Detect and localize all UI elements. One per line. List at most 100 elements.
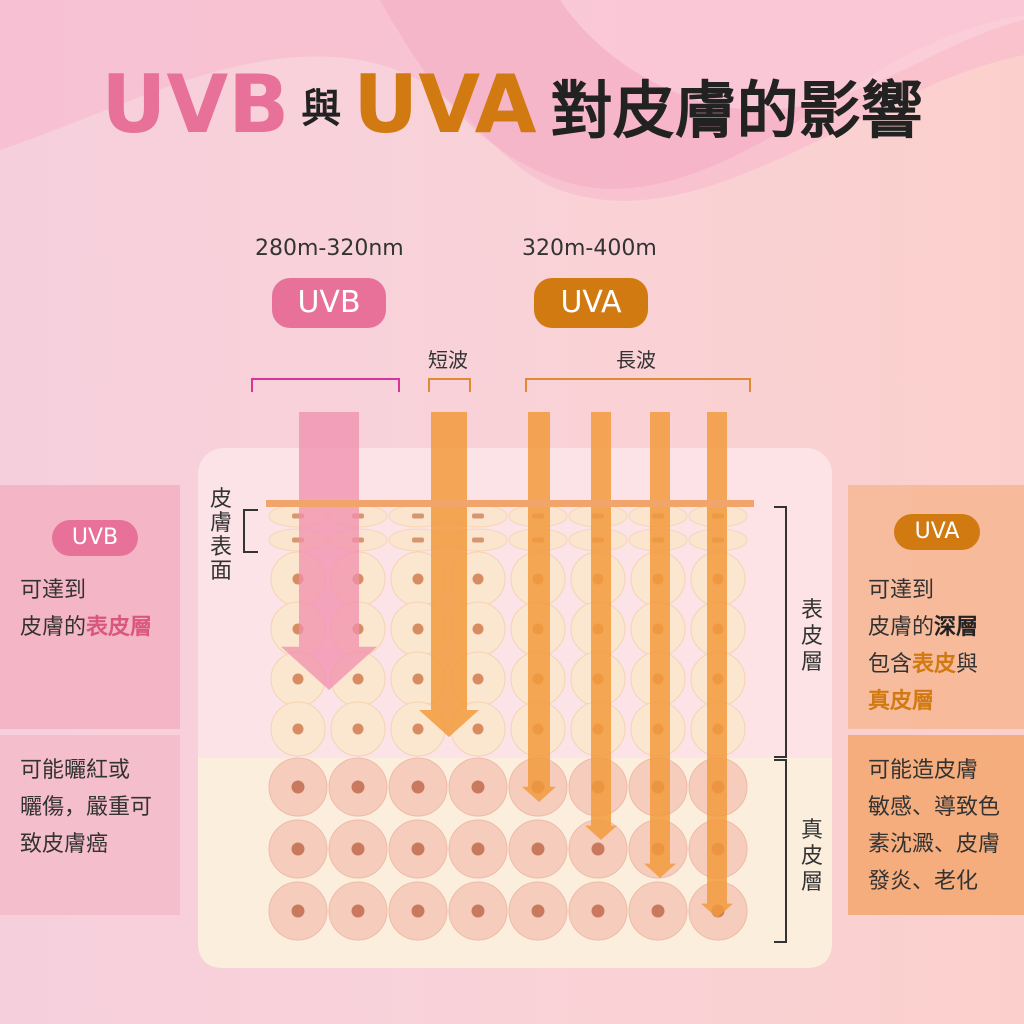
uvb-bracket: [251, 378, 400, 392]
dermis-cell-nucleus: [591, 842, 605, 856]
uva-long-bracket: [525, 378, 751, 392]
epidermis-cell-nucleus: [472, 573, 484, 585]
dermis-cell-nucleus: [411, 780, 425, 794]
long-wave-label: 長波: [616, 348, 656, 372]
uva-long-arrow: [644, 412, 676, 878]
epidermis-bracket: [774, 506, 787, 758]
right-effect-line: 發炎、老化: [868, 869, 979, 894]
skin-surface-label: 皮 膚 表 面: [209, 488, 233, 584]
right-effect-line: 可能造皮膚: [868, 758, 979, 783]
char: 皮: [800, 844, 823, 869]
dermis-cell-nucleus: [411, 904, 425, 918]
uvb-pill: UVB: [272, 278, 386, 328]
dermis-bracket: [774, 759, 787, 943]
char: 真: [800, 818, 823, 843]
right-uva-pill: UVA: [894, 514, 980, 550]
char: 表: [800, 598, 823, 623]
epidermis-cell-nucleus: [472, 723, 484, 735]
flat-cell-nucleus: [412, 513, 424, 519]
title-uva: UVA: [353, 58, 537, 151]
dermis-cell-nucleus: [291, 842, 305, 856]
title-text: 對皮膚的影響: [550, 73, 923, 147]
uva-long-arrow: [585, 412, 617, 840]
uva-short-arrow: [419, 412, 479, 737]
epidermis-cell-nucleus: [412, 623, 424, 635]
dermis-cell-nucleus: [351, 904, 365, 918]
left-uvb-pill: UVB: [52, 520, 138, 556]
right-reach-dermis: 真皮層: [868, 689, 935, 714]
left-effect-text: 可能曬紅或 曬傷，嚴重可 致皮膚癌: [20, 752, 152, 863]
epidermis-label: 表 皮 層: [800, 598, 824, 676]
left-reach-line-1: 可達到: [20, 578, 87, 603]
dermis-cell-nucleus: [591, 904, 605, 918]
uvb-range: 280m-320nm: [255, 236, 404, 261]
dermis-cell-nucleus: [471, 780, 485, 794]
uva-effect-panel: [848, 735, 1024, 915]
uva-pill: UVA: [534, 278, 648, 328]
surface-bracket: [243, 509, 258, 553]
flat-cell-nucleus: [472, 513, 484, 519]
right-reach-prefix: 皮膚的: [868, 615, 935, 640]
right-reach-epidermis: 表皮: [912, 652, 957, 677]
dermis-cell-nucleus: [291, 904, 305, 918]
skin-surface-line: [266, 500, 754, 507]
uvb-effect-panel: [0, 735, 180, 915]
uvb-arrow: [281, 412, 377, 690]
title-connector: 與: [301, 85, 342, 132]
left-effect-line: 致皮膚癌: [20, 832, 109, 857]
flat-cell-nucleus: [472, 537, 484, 543]
epidermis-cell-nucleus: [352, 723, 364, 735]
dermis-cell-nucleus: [471, 842, 485, 856]
uva-range: 320m-400m: [522, 236, 657, 261]
uva-short-bracket: [428, 378, 471, 392]
dermis-cell-nucleus: [291, 780, 305, 794]
right-reach-include: 包含: [868, 652, 913, 677]
epidermis-cell-nucleus: [412, 673, 424, 685]
left-reach-line-2: 皮膚的表皮層: [20, 609, 152, 646]
right-effect-line: 敏感、導致色: [868, 795, 1001, 820]
char: 面: [209, 559, 232, 584]
char: 膚: [209, 511, 232, 536]
right-reach-line-3: 包含表皮與: [868, 646, 978, 683]
epidermis-cell-nucleus: [292, 673, 304, 685]
epidermis-cell-nucleus: [412, 573, 424, 585]
right-reach-line-2: 皮膚的深層: [868, 609, 978, 646]
left-effect-line: 曬傷，嚴重可: [20, 795, 153, 820]
uva-long-arrow: [701, 412, 733, 918]
dermis-cell-nucleus: [531, 904, 545, 918]
left-effect-line: 可能曬紅或: [20, 758, 131, 783]
epidermis-cell-nucleus: [352, 673, 364, 685]
epidermis-cell-nucleus: [412, 723, 424, 735]
uv-arrows: [281, 412, 733, 918]
char: 皮: [800, 624, 823, 649]
epidermis-cell-nucleus: [472, 673, 484, 685]
background-wave: [0, 0, 1024, 201]
right-reach-text: 可達到 皮膚的深層 包含表皮與 真皮層: [868, 572, 978, 720]
dermis-cell-nucleus: [531, 842, 545, 856]
right-reach-line-1: 可達到: [868, 578, 935, 603]
right-reach-deep: 深層: [934, 615, 979, 640]
char: 層: [800, 870, 823, 895]
epidermis-cell-nucleus: [472, 623, 484, 635]
left-reach-highlight: 表皮層: [86, 615, 153, 640]
left-reach-prefix: 皮膚的: [20, 615, 87, 640]
title-uvb: UVB: [101, 58, 290, 151]
left-reach-text: 可達到 皮膚的表皮層: [20, 572, 152, 646]
dermis-cell-nucleus: [351, 780, 365, 794]
char: 皮: [209, 487, 232, 512]
dermis-cell-nucleus: [351, 842, 365, 856]
dermis-label: 真 皮 層: [800, 818, 824, 896]
char: 層: [800, 650, 823, 675]
right-effect-text: 可能造皮膚 敏感、導致色 素沈澱、皮膚 發炎、老化: [868, 752, 1000, 900]
short-wave-label: 短波: [428, 348, 468, 372]
right-effect-line: 素沈澱、皮膚: [868, 832, 1001, 857]
uva-long-arrow: [522, 412, 556, 802]
dermis-cell-nucleus: [651, 904, 665, 918]
right-reach-and: 與: [956, 652, 979, 677]
dermis-cell-nucleus: [471, 904, 485, 918]
char: 表: [209, 535, 232, 560]
flat-cell-nucleus: [412, 537, 424, 543]
epidermis-cell-nucleus: [292, 723, 304, 735]
